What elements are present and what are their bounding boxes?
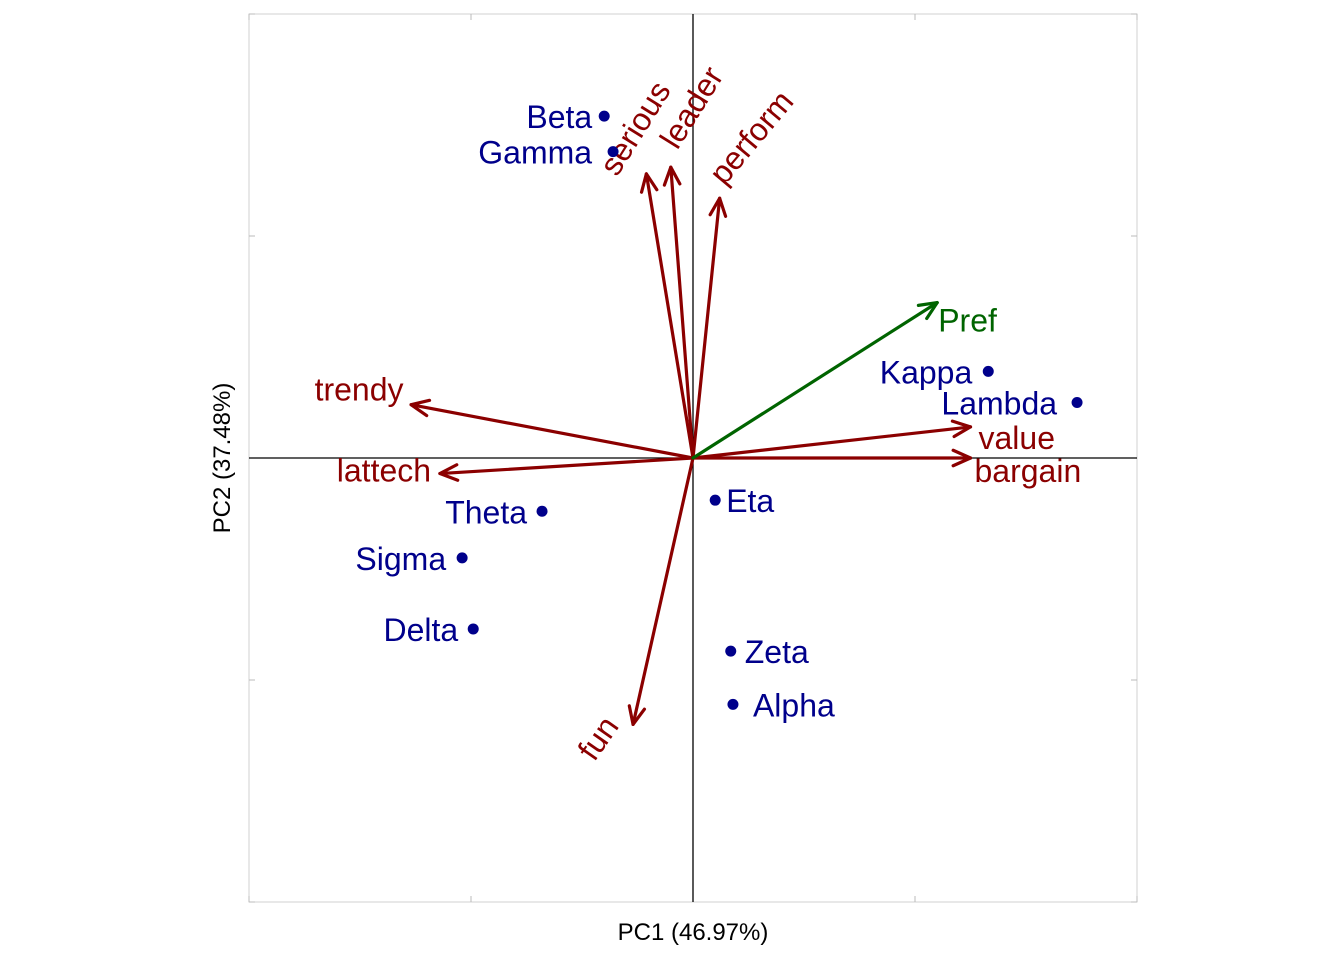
attribute-trendy-arrow-head [409, 398, 432, 418]
attribute-serious-arrow-shaft [644, 172, 695, 460]
attribute-fun-arrow-shaft [631, 456, 695, 727]
point-label-eta: Eta [726, 483, 774, 519]
point-delta [467, 623, 479, 635]
attribute-perform-arrow-shaft [691, 196, 722, 460]
attribute-serious-arrow-head [639, 172, 659, 194]
point-label-alpha: Alpha [753, 687, 835, 723]
attribute-fun-arrow-head [627, 704, 647, 727]
preference-label: Pref [938, 303, 997, 339]
attribute-value-arrow-shaft [691, 425, 973, 460]
attribute-bargain-arrow-head [951, 448, 973, 468]
attribute-leader-arrow-head [662, 165, 682, 187]
point-theta [536, 505, 548, 517]
point-label-kappa: Kappa [880, 354, 973, 390]
point-lambda [1071, 397, 1083, 408]
point-gamma [607, 146, 619, 158]
point-label-zeta: Zeta [745, 634, 809, 670]
point-label-lambda: Lambda [941, 386, 1057, 422]
point-label-sigma: Sigma [355, 541, 446, 577]
attribute-trendy-arrow-shaft [409, 403, 695, 460]
attribute-label-bargain: bargain [975, 453, 1082, 489]
preference-pref-arrow-shaft [691, 301, 939, 460]
x-axis-title: PC1 (46.97%) [618, 919, 769, 946]
point-label-delta: Delta [384, 612, 459, 648]
preference-pref-arrow-head [916, 301, 939, 321]
point-alpha [727, 698, 739, 710]
point-kappa [982, 365, 994, 377]
y-axis-title: PC2 (37.48%) [209, 383, 236, 534]
attribute-lattech-arrow-shaft [438, 456, 695, 476]
point-beta [598, 110, 610, 122]
point-zeta [725, 645, 737, 657]
attribute-leader-arrow-shaft [669, 165, 695, 460]
point-label-beta: Beta [526, 99, 592, 135]
point-eta [709, 494, 721, 506]
point-sigma [456, 552, 468, 564]
attribute-label-lattech: lattech [337, 453, 431, 489]
attribute-label-trendy: trendy [315, 372, 404, 408]
point-label-theta: Theta [445, 494, 527, 530]
point-label-gamma: Gamma [478, 135, 592, 171]
attribute-label-value: value [979, 420, 1056, 456]
attribute-value-arrow-head [950, 419, 973, 439]
attribute-perform-arrow-head [708, 196, 728, 218]
attribute-lattech-arrow-head [438, 463, 460, 482]
